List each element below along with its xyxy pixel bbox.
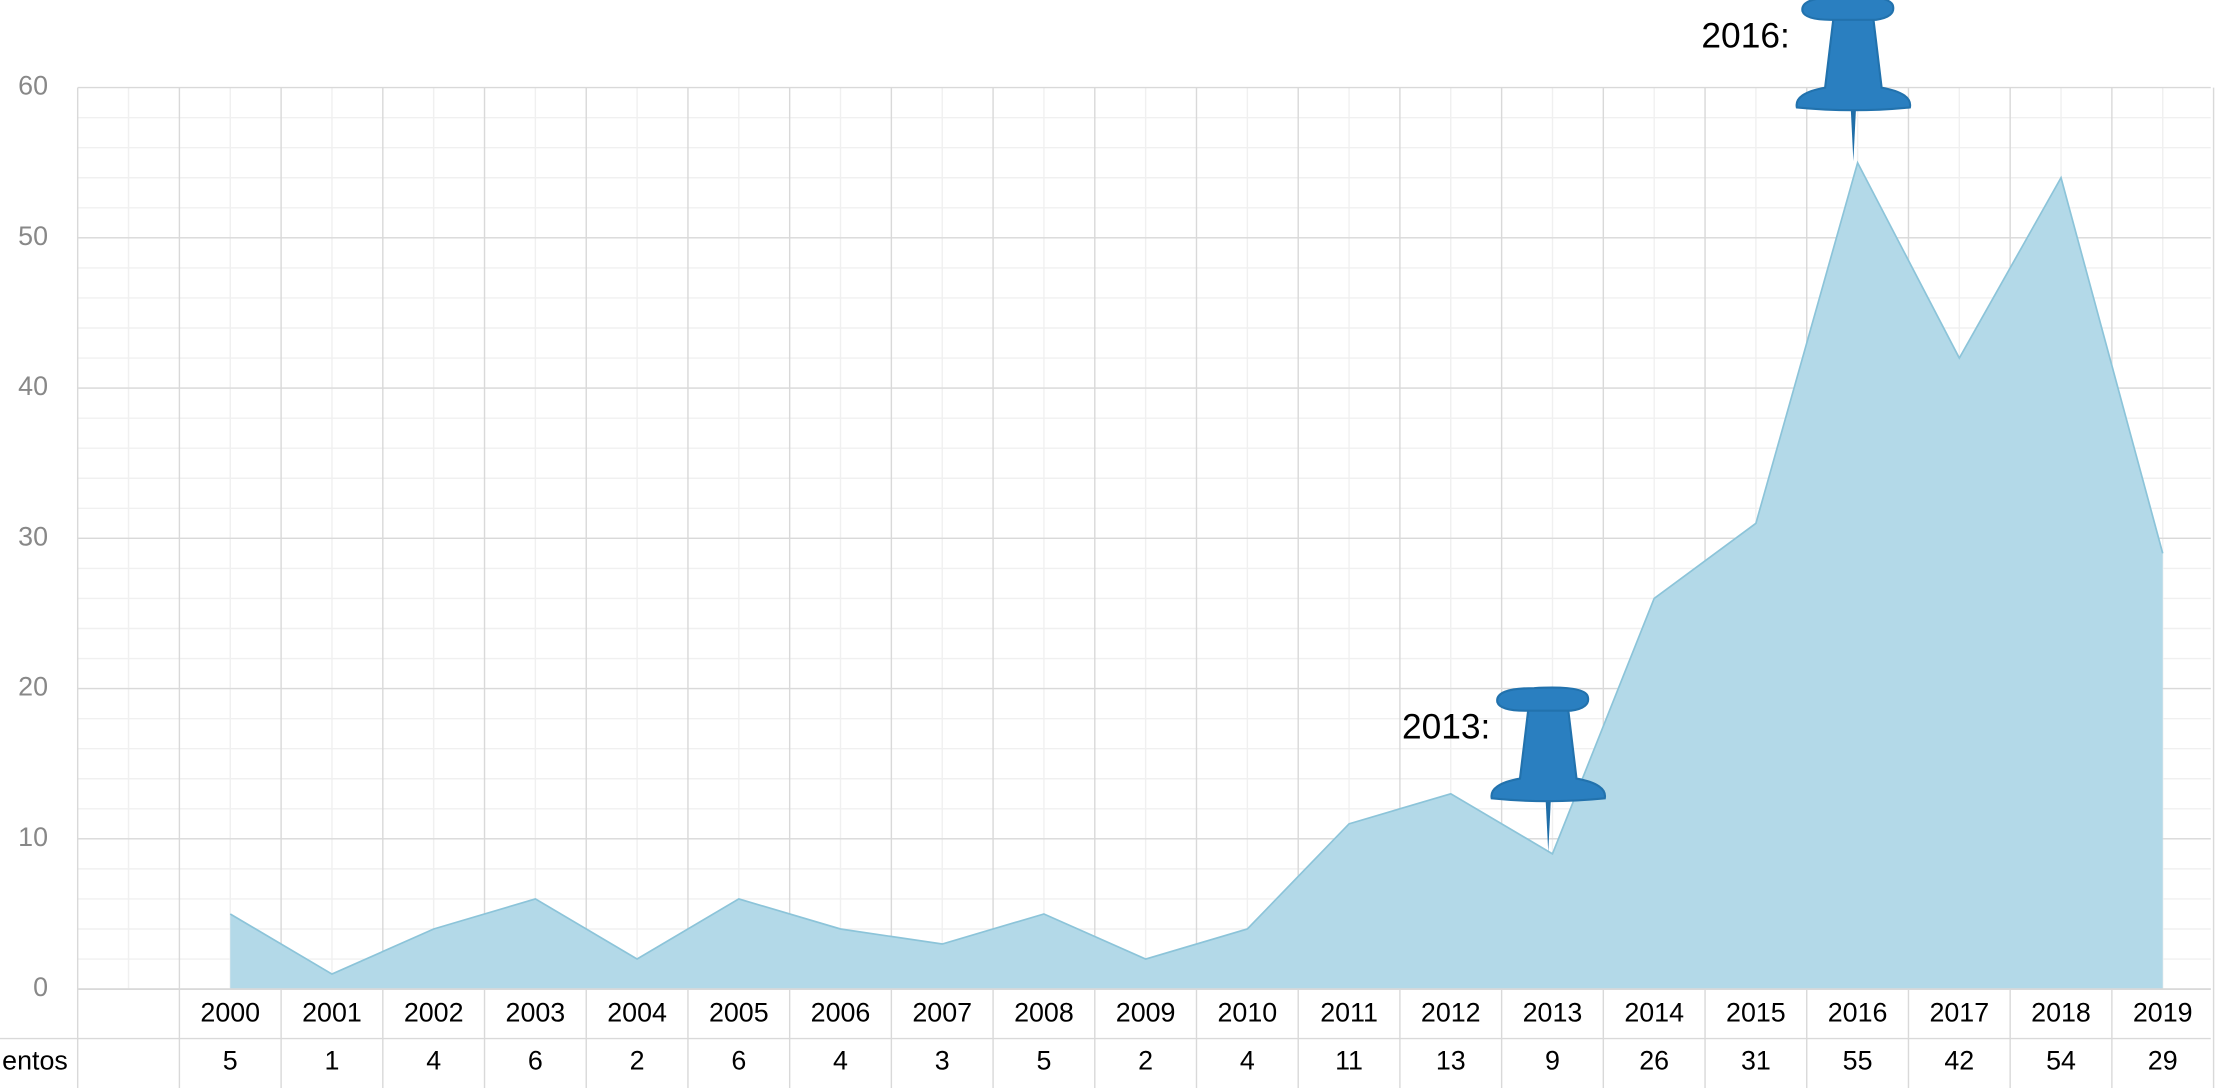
y-tick-label: 30 [18,521,48,551]
x-tick-label: 2011 [1320,998,1378,1028]
area-line [229,160,2164,976]
y-tick-label: 20 [18,672,48,702]
annotation: 2013: [1402,707,1490,746]
table-value: 42 [1944,1046,1974,1076]
x-tick-label: 2004 [607,998,667,1028]
table-value: 2 [1138,1046,1153,1076]
y-tick-label: 40 [18,371,48,401]
table-value: 29 [2148,1046,2178,1076]
table-value: 55 [1843,1046,1873,1076]
x-tick-label: 2017 [1929,998,1989,1028]
pin-needle [1545,795,1552,853]
table-value: 26 [1639,1046,1669,1076]
x-tick-label: 2010 [1218,998,1278,1028]
table-value: 13 [1436,1046,1466,1076]
table-value: 3 [935,1046,950,1076]
pin-cap [1496,686,1590,712]
table-value: 5 [223,1046,238,1076]
table-value: 4 [833,1046,848,1076]
table-value: 1 [325,1046,340,1076]
pushpin [1490,686,1606,853]
table-value: 5 [1036,1046,1051,1076]
table-value: 4 [426,1046,441,1076]
x-tick-label: 2014 [1624,998,1684,1028]
table-value: 54 [2046,1046,2076,1076]
table-value: 9 [1545,1046,1560,1076]
pin-cap [1801,0,1895,21]
table-row-label: entos [2,1046,68,1076]
y-tick-label: 0 [33,972,48,1002]
y-tick-label: 50 [18,221,48,251]
x-tick-label: 2006 [811,998,871,1028]
table-value: 6 [528,1046,543,1076]
x-tick-label: 2007 [912,998,972,1028]
x-tick-label: 2002 [404,998,464,1028]
x-tick-label: 2015 [1726,998,1786,1028]
x-tick-label: 2013 [1523,998,1583,1028]
table-value: 4 [1240,1046,1255,1076]
y-tick-label: 60 [18,71,48,101]
table-value: 11 [1335,1046,1363,1076]
table-value: 6 [731,1046,746,1076]
pushpin [1795,0,1912,162]
table-value: 31 [1741,1046,1771,1076]
x-tick-label: 2008 [1014,998,1074,1028]
y-tick-label: 10 [18,822,48,852]
x-tick-label: 2012 [1421,998,1481,1028]
table-value: 2 [630,1046,645,1076]
pin-needle [1850,104,1857,162]
pin-body [1795,15,1912,112]
x-tick-label: 2003 [506,998,566,1028]
x-tick-label: 2009 [1116,998,1176,1028]
x-tick-label: 2018 [2031,998,2091,1028]
x-tick-label: 2001 [302,998,362,1028]
x-tick-label: 2019 [2133,998,2193,1028]
area [230,162,2163,990]
x-tick-label: 2000 [200,998,260,1028]
x-tick-label: 2016 [1828,998,1888,1028]
x-tick-label: 2005 [709,998,769,1028]
pin-body [1490,706,1606,803]
annotation: 2016: [1701,16,1789,55]
